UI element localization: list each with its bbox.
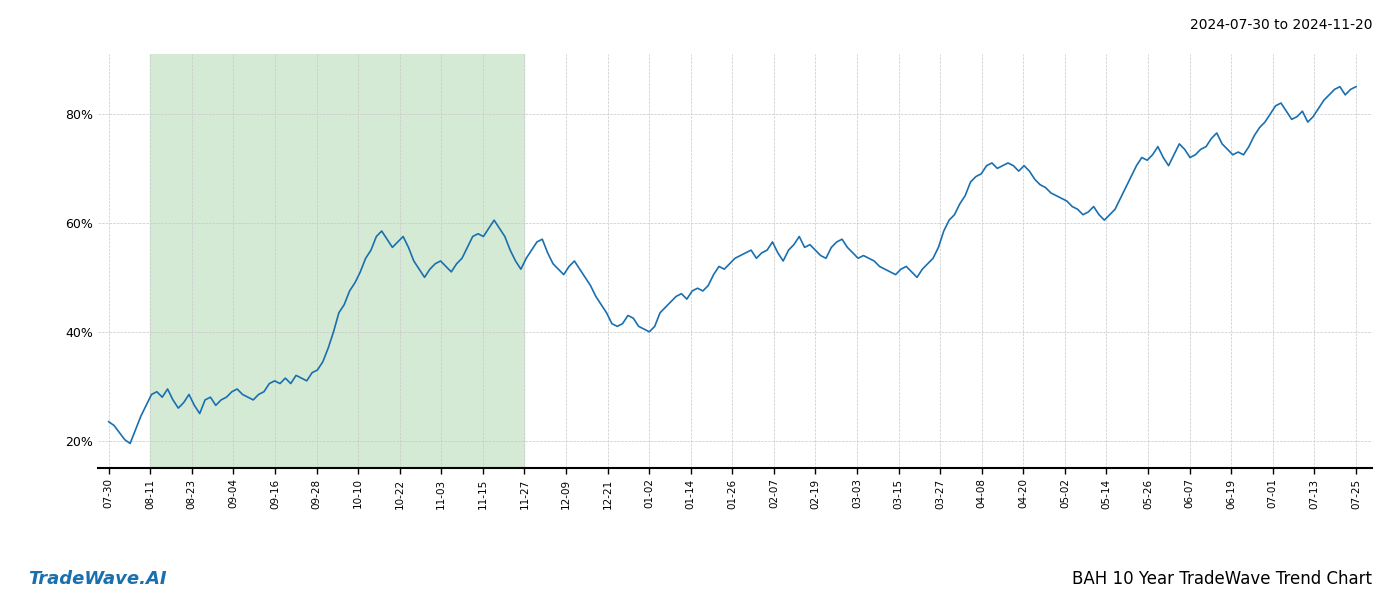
- Bar: [150, 54, 525, 468]
- Text: 2024-07-30 to 2024-11-20: 2024-07-30 to 2024-11-20: [1190, 18, 1372, 32]
- Text: BAH 10 Year TradeWave Trend Chart: BAH 10 Year TradeWave Trend Chart: [1072, 570, 1372, 588]
- Text: TradeWave.AI: TradeWave.AI: [28, 570, 167, 588]
